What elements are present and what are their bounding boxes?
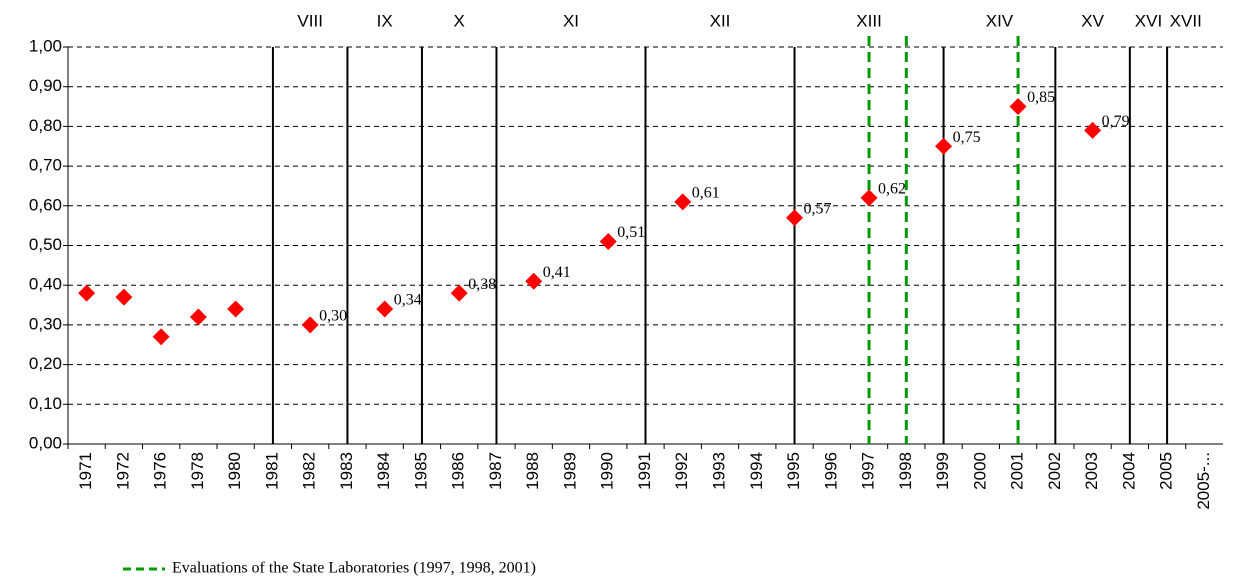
period-label: X xyxy=(454,11,465,30)
marker xyxy=(78,284,96,302)
x-tick-label: 1992 xyxy=(672,452,691,490)
data-label: 0,41 xyxy=(543,264,571,281)
marker xyxy=(450,284,468,302)
marker xyxy=(599,233,617,251)
marker xyxy=(786,209,804,227)
x-tick-label: 1971 xyxy=(76,452,95,490)
x-tick-label: 1987 xyxy=(486,452,505,490)
y-tick-label: 0,00 xyxy=(29,433,62,452)
y-tick-label: 0,70 xyxy=(29,156,62,175)
x-tick-label: 1991 xyxy=(635,452,654,490)
x-tick-label: 1993 xyxy=(710,452,729,490)
marker xyxy=(1009,98,1027,116)
data-label: 0,57 xyxy=(804,200,832,217)
marker xyxy=(301,316,319,334)
data-label: 0,62 xyxy=(878,181,906,198)
period-label: VIII xyxy=(297,11,323,30)
x-tick-label: 2003 xyxy=(1082,452,1101,490)
x-tick-label: 1986 xyxy=(449,452,468,490)
x-tick-label: 1985 xyxy=(411,452,430,490)
x-tick-label: 2004 xyxy=(1119,452,1138,490)
x-tick-label: 1997 xyxy=(859,452,878,490)
x-tick-label: 1998 xyxy=(896,452,915,490)
legend-label: Evaluations of the State Laboratories (1… xyxy=(172,560,536,577)
x-tick-label: 2005-... xyxy=(1194,452,1213,510)
x-tick-label: 1972 xyxy=(113,452,132,490)
x-tick-label: 1981 xyxy=(262,452,281,490)
y-tick-label: 0,60 xyxy=(29,195,62,214)
y-tick-label: 1,00 xyxy=(29,36,62,55)
data-label: 0,85 xyxy=(1027,89,1055,106)
data-label: 0,51 xyxy=(617,224,645,241)
marker xyxy=(189,308,207,326)
data-label: 0,30 xyxy=(319,308,347,325)
period-label: XI xyxy=(563,11,579,30)
period-label: XIV xyxy=(986,11,1014,30)
marker xyxy=(115,288,133,306)
x-tick-label: 1989 xyxy=(560,452,579,490)
x-tick-label: 1976 xyxy=(151,452,170,490)
x-tick-label: 1988 xyxy=(523,452,542,490)
y-tick-label: 0,90 xyxy=(29,76,62,95)
x-tick-label: 1995 xyxy=(784,452,803,490)
marker xyxy=(525,272,543,290)
x-tick-label: 2005 xyxy=(1157,452,1176,490)
period-label: XV xyxy=(1081,11,1104,30)
x-tick-label: 1994 xyxy=(747,452,766,490)
x-tick-label: 1983 xyxy=(337,452,356,490)
data-label: 0,75 xyxy=(953,129,981,146)
x-tick-label: 1978 xyxy=(188,452,207,490)
y-tick-label: 0,20 xyxy=(29,354,62,373)
marker xyxy=(860,189,878,207)
period-label: IX xyxy=(377,11,393,30)
data-label: 0,38 xyxy=(468,276,496,293)
data-label: 0,61 xyxy=(692,185,720,202)
x-tick-label: 2002 xyxy=(1045,452,1064,490)
period-label: XVI xyxy=(1135,11,1162,30)
x-tick-label: 1982 xyxy=(300,452,319,490)
x-tick-label: 1984 xyxy=(374,452,393,490)
y-tick-label: 0,50 xyxy=(29,235,62,254)
y-tick-label: 0,30 xyxy=(29,314,62,333)
x-tick-label: 1990 xyxy=(598,452,617,490)
marker xyxy=(1084,121,1102,139)
y-tick-label: 0,40 xyxy=(29,275,62,294)
x-tick-label: 1996 xyxy=(821,452,840,490)
y-tick-label: 0,10 xyxy=(29,394,62,413)
data-label: 0,34 xyxy=(394,292,422,309)
marker xyxy=(152,328,170,346)
marker xyxy=(376,300,394,318)
x-tick-label: 2001 xyxy=(1008,452,1027,490)
period-label: XVII xyxy=(1170,11,1202,30)
marker xyxy=(674,193,692,211)
period-label: XIII xyxy=(856,11,882,30)
x-tick-label: 1980 xyxy=(225,452,244,490)
marker xyxy=(935,137,953,155)
data-label: 0,79 xyxy=(1102,113,1130,130)
x-tick-label: 1999 xyxy=(933,452,952,490)
marker xyxy=(227,300,245,318)
period-label: XII xyxy=(710,11,731,30)
x-tick-label: 2000 xyxy=(970,452,989,490)
y-tick-label: 0,80 xyxy=(29,116,62,135)
